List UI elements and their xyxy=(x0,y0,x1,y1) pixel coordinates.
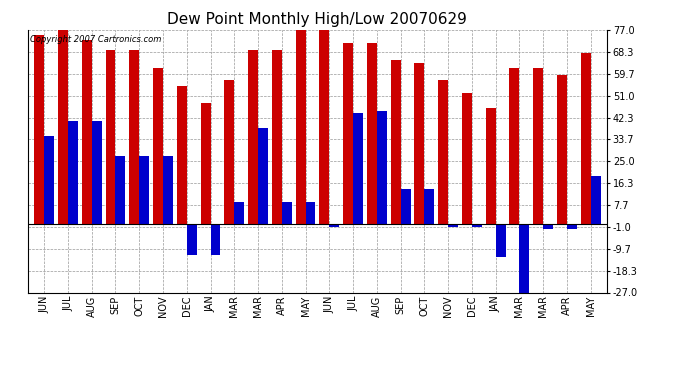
Bar xyxy=(258,128,268,224)
Bar xyxy=(367,43,377,224)
Bar xyxy=(210,224,221,255)
Bar xyxy=(391,60,400,224)
Bar xyxy=(68,121,78,224)
Bar xyxy=(424,189,434,224)
Bar xyxy=(201,103,210,224)
Bar xyxy=(272,50,282,224)
Bar xyxy=(235,202,244,224)
Bar xyxy=(187,224,197,255)
Bar xyxy=(353,113,363,224)
Bar xyxy=(106,50,115,224)
Bar xyxy=(495,224,506,257)
Bar xyxy=(377,111,387,224)
Bar xyxy=(58,30,68,224)
Bar xyxy=(472,224,482,227)
Bar xyxy=(438,81,448,224)
Bar xyxy=(329,224,339,227)
Bar xyxy=(153,68,163,224)
Bar xyxy=(486,108,495,224)
Bar xyxy=(520,224,529,292)
Bar xyxy=(414,63,424,224)
Bar xyxy=(566,224,577,230)
Bar xyxy=(295,30,306,224)
Bar xyxy=(448,224,458,227)
Text: Copyright 2007 Cartronics.com: Copyright 2007 Cartronics.com xyxy=(30,35,162,44)
Bar xyxy=(92,121,101,224)
Bar xyxy=(543,224,553,230)
Bar xyxy=(462,93,472,224)
Bar xyxy=(34,35,44,224)
Bar xyxy=(81,40,92,224)
Bar xyxy=(509,68,520,224)
Bar xyxy=(224,81,235,224)
Bar xyxy=(306,202,315,224)
Bar xyxy=(282,202,292,224)
Title: Dew Point Monthly High/Low 20070629: Dew Point Monthly High/Low 20070629 xyxy=(168,12,467,27)
Bar xyxy=(44,136,55,224)
Bar xyxy=(139,156,149,224)
Bar xyxy=(591,176,600,224)
Bar xyxy=(115,156,126,224)
Bar xyxy=(557,75,566,224)
Bar xyxy=(177,86,187,224)
Bar xyxy=(343,43,353,224)
Bar xyxy=(400,189,411,224)
Bar xyxy=(248,50,258,224)
Bar xyxy=(580,53,591,224)
Bar xyxy=(163,156,173,224)
Bar xyxy=(129,50,139,224)
Bar xyxy=(533,68,543,224)
Bar xyxy=(319,30,329,224)
